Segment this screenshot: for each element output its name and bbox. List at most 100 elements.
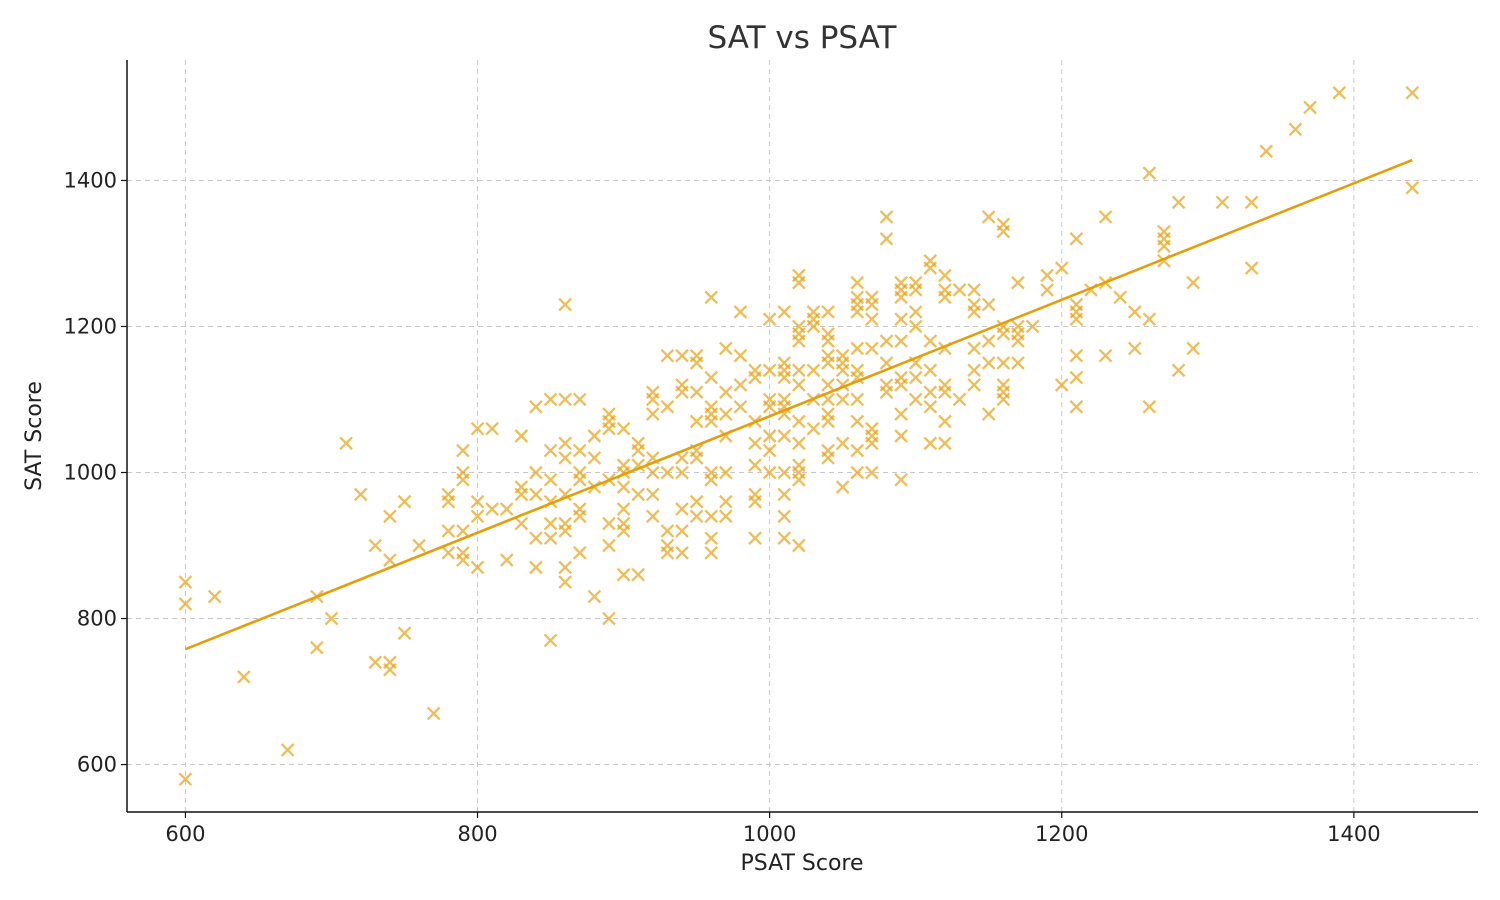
data-point xyxy=(996,224,1011,239)
data-point xyxy=(1186,341,1201,356)
data-point xyxy=(1040,283,1054,297)
data-point xyxy=(996,392,1011,407)
data-point xyxy=(719,341,733,356)
data-point xyxy=(996,356,1011,370)
data-point xyxy=(1054,378,1069,392)
data-point xyxy=(543,392,558,407)
data-point xyxy=(762,399,777,414)
data-point xyxy=(1011,275,1025,290)
data-point xyxy=(616,567,631,582)
data-point xyxy=(1405,180,1420,195)
data-point xyxy=(806,363,821,378)
data-point xyxy=(1069,399,1084,414)
data-point xyxy=(967,378,981,392)
data-point xyxy=(558,575,572,589)
data-point xyxy=(368,655,383,670)
data-point xyxy=(339,436,353,451)
data-point xyxy=(908,283,923,297)
data-point xyxy=(1025,319,1040,334)
data-point xyxy=(485,502,499,516)
data-point xyxy=(237,670,251,684)
data-point xyxy=(850,305,865,319)
data-point xyxy=(1069,232,1084,246)
data-point xyxy=(572,472,587,487)
data-point xyxy=(1171,195,1186,210)
data-point xyxy=(616,480,631,494)
x-axis-ticks: 600 800 1000 1200 1400 xyxy=(165,812,1381,846)
data-point xyxy=(587,589,602,604)
data-point xyxy=(850,392,865,407)
data-point xyxy=(660,348,675,363)
data-point xyxy=(762,443,777,458)
data-point xyxy=(908,305,923,319)
data-point xyxy=(675,465,689,480)
data-point xyxy=(645,407,660,421)
data-point xyxy=(879,210,894,224)
data-point xyxy=(719,494,733,509)
data-point xyxy=(996,326,1011,341)
data-point xyxy=(558,524,572,538)
data-point xyxy=(1113,290,1127,305)
data-point xyxy=(821,414,835,429)
data-point xyxy=(704,290,719,305)
data-point xyxy=(821,378,835,392)
data-point xyxy=(178,597,193,611)
data-point xyxy=(792,334,806,348)
data-point xyxy=(792,378,806,392)
data-point xyxy=(733,399,748,414)
data-point xyxy=(865,436,879,451)
data-point xyxy=(514,516,529,531)
data-point xyxy=(383,662,397,677)
data-point xyxy=(1405,86,1420,100)
data-point xyxy=(645,465,660,480)
data-point xyxy=(762,429,777,443)
data-point xyxy=(748,531,762,546)
data-point xyxy=(558,451,572,465)
data-point xyxy=(762,465,777,480)
data-point xyxy=(660,524,675,538)
data-point xyxy=(908,319,923,334)
data-point xyxy=(675,502,689,516)
y-tick-label: 600 xyxy=(77,753,117,777)
data-point xyxy=(602,611,616,626)
data-point xyxy=(645,487,660,502)
data-point xyxy=(981,297,996,312)
data-point xyxy=(733,305,748,319)
data-point xyxy=(762,363,777,378)
data-point xyxy=(529,487,543,502)
data-point xyxy=(865,312,879,326)
data-point xyxy=(835,480,850,494)
data-point xyxy=(850,465,865,480)
data-point xyxy=(938,436,952,451)
data-point xyxy=(543,633,558,648)
data-point xyxy=(879,232,894,246)
data-point xyxy=(631,443,646,458)
data-point xyxy=(967,341,981,356)
data-point xyxy=(938,414,952,429)
data-point xyxy=(558,560,572,575)
data-point xyxy=(719,385,733,400)
y-axis-ticks: 600 800 1000 1200 1400 xyxy=(64,168,127,777)
data-point xyxy=(383,509,397,524)
data-point xyxy=(529,531,543,546)
data-point xyxy=(499,553,514,567)
data-point xyxy=(412,538,426,553)
data-point xyxy=(952,392,967,407)
data-point xyxy=(456,524,470,538)
y-tick-label: 1200 xyxy=(64,314,117,338)
data-point xyxy=(981,407,996,421)
data-point xyxy=(602,421,616,436)
data-point xyxy=(1288,122,1303,137)
data-point xyxy=(952,283,967,297)
data-point xyxy=(1259,144,1274,159)
data-point xyxy=(529,560,543,575)
data-point xyxy=(543,443,558,458)
data-point xyxy=(689,356,704,370)
data-point xyxy=(923,261,938,275)
data-point xyxy=(894,429,908,443)
data-point xyxy=(821,451,835,465)
data-point xyxy=(981,210,996,224)
data-point xyxy=(850,414,865,429)
data-point xyxy=(689,451,704,465)
